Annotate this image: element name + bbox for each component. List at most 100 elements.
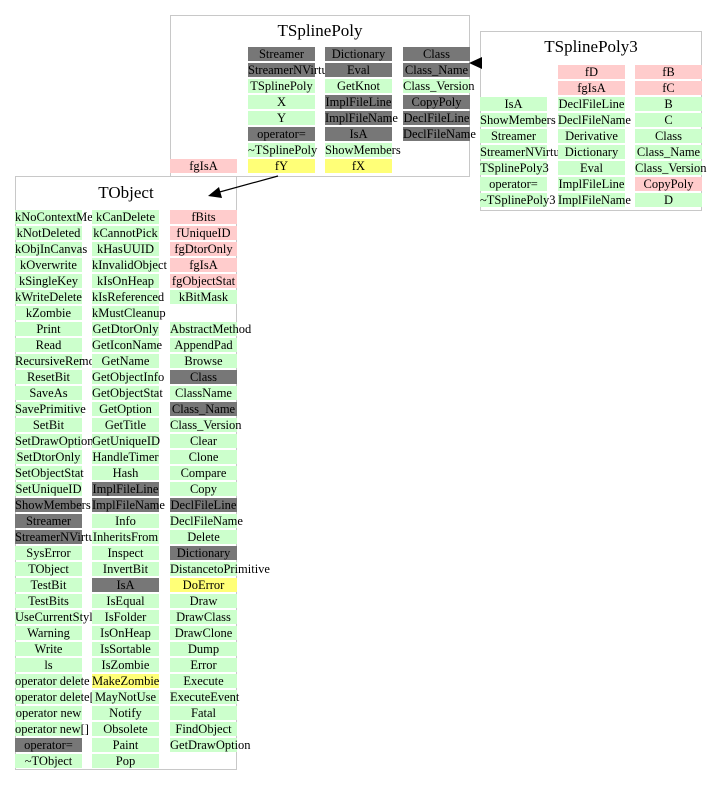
member-function: C	[635, 113, 702, 127]
member-function: kObjInCanvas	[15, 242, 88, 256]
member-function: Paint	[92, 738, 159, 752]
member-function: B	[635, 97, 702, 111]
class-title: TObject	[98, 183, 154, 202]
member-function: AppendPad	[170, 338, 237, 352]
member-function: kNoContextMenu	[15, 210, 106, 224]
member-function: Class	[170, 370, 237, 384]
member-function: kNotDeleted	[15, 226, 82, 240]
member-function: ~TObject	[15, 754, 82, 768]
member-function: operator=	[248, 127, 315, 141]
member-function: GetDrawOption	[170, 738, 251, 752]
member-function: IsEqual	[92, 594, 159, 608]
member-function: ShowMembers	[15, 498, 91, 512]
member-function: kMustCleanup	[92, 306, 166, 320]
member-function: Draw	[170, 594, 237, 608]
member-function: MayNotUse	[92, 690, 159, 704]
member-function: Class_Version	[170, 418, 242, 432]
member-function: operator=	[15, 738, 82, 752]
member-function: Class	[403, 47, 470, 61]
member-function: D	[635, 193, 702, 207]
member-function: SetUniqueID	[15, 482, 82, 496]
member-function: IsOnHeap	[92, 626, 159, 640]
member-function: Class	[635, 129, 702, 143]
member-function: StreamerNVirtual	[15, 530, 104, 544]
member-function: ls	[15, 658, 82, 672]
member-function: ImplFileLine	[325, 95, 392, 109]
member-function: Class_Name	[635, 145, 702, 159]
member-function: GetUniqueID	[92, 434, 161, 448]
member-function: Dictionary	[558, 145, 625, 159]
member-function: ResetBit	[15, 370, 82, 384]
member-function: Print	[15, 322, 82, 336]
member-function: ShowMembers	[480, 113, 556, 127]
member-function: Derivative	[558, 129, 625, 143]
member-function: ImplFileLine	[92, 482, 159, 496]
member-function: IsA	[480, 97, 547, 111]
member-function: CopyPoly	[403, 95, 470, 109]
data-member: fC	[635, 81, 702, 95]
member-function: Warning	[15, 626, 82, 640]
member-function: MakeZombie	[92, 674, 160, 688]
member-function: Hash	[92, 466, 159, 480]
empty-cell	[170, 306, 237, 320]
member-function: Pop	[92, 754, 159, 768]
data-member: fD	[558, 65, 625, 79]
member-function: Streamer	[15, 514, 82, 528]
member-function: SetBit	[15, 418, 82, 432]
member-function: TestBits	[15, 594, 82, 608]
member-function: TObject	[15, 562, 82, 576]
member-function: operator=	[480, 177, 547, 191]
member-function: Eval	[558, 161, 625, 175]
member-function: fX	[325, 159, 392, 173]
member-function: Copy	[170, 482, 237, 496]
member-function: SetObjectStat	[15, 466, 84, 480]
member-function: HandleTimer	[92, 450, 159, 464]
data-member: fB	[635, 65, 702, 79]
member-function: IsSortable	[92, 642, 159, 656]
member-function: IsA	[325, 127, 392, 141]
data-member: fgObjectStat	[170, 274, 237, 288]
member-function: DrawClone	[170, 626, 237, 640]
member-function: Dump	[170, 642, 237, 656]
data-member: fBits	[170, 210, 237, 224]
member-function: DeclFileName	[403, 127, 476, 141]
member-function: InvertBit	[92, 562, 159, 576]
data-member: CopyPoly	[635, 177, 702, 191]
member-function: Streamer	[480, 129, 547, 143]
member-function: ImplFileName	[325, 111, 398, 125]
member-function: SetDtorOnly	[15, 450, 82, 464]
member-function: operator new[]	[15, 722, 89, 736]
member-function: kZombie	[15, 306, 82, 320]
member-function: TSplinePoly	[248, 79, 315, 93]
member-function: SaveAs	[15, 386, 82, 400]
member-function: Notify	[92, 706, 159, 720]
member-function: GetOption	[92, 402, 159, 416]
member-function: Error	[170, 658, 237, 672]
member-function: ~TSplinePoly	[248, 143, 318, 157]
member-function: GetIconName	[92, 338, 163, 352]
member-function: Dictionary	[170, 546, 237, 560]
member-function: Inspect	[92, 546, 159, 560]
member-function: ImplFileLine	[558, 177, 625, 191]
member-function: kWriteDelete	[15, 290, 82, 304]
member-function: ClassName	[170, 386, 237, 400]
member-function: Browse	[170, 354, 237, 368]
member-function: Y	[248, 111, 315, 125]
member-function: GetObjectStat	[92, 386, 163, 400]
member-function: Class_Version	[635, 161, 707, 175]
member-function: ShowMembers	[325, 143, 401, 157]
member-function: ~TSplinePoly3	[480, 193, 556, 207]
member-function: StreamerNVirtual	[248, 63, 337, 77]
member-function: IsA	[92, 578, 159, 592]
member-function: fY	[248, 159, 315, 173]
member-function: DrawClass	[170, 610, 237, 624]
member-function: DeclFileName	[558, 113, 631, 127]
member-function: AbstractMethod	[170, 322, 252, 336]
member-function: operator new	[15, 706, 82, 720]
member-function: SysError	[15, 546, 82, 560]
member-function: kHasUUID	[92, 242, 159, 256]
member-function: DeclFileLine	[170, 498, 237, 512]
member-function: operator delete	[15, 674, 90, 688]
member-function: IsFolder	[92, 610, 159, 624]
member-function: ExecuteEvent	[170, 690, 240, 704]
